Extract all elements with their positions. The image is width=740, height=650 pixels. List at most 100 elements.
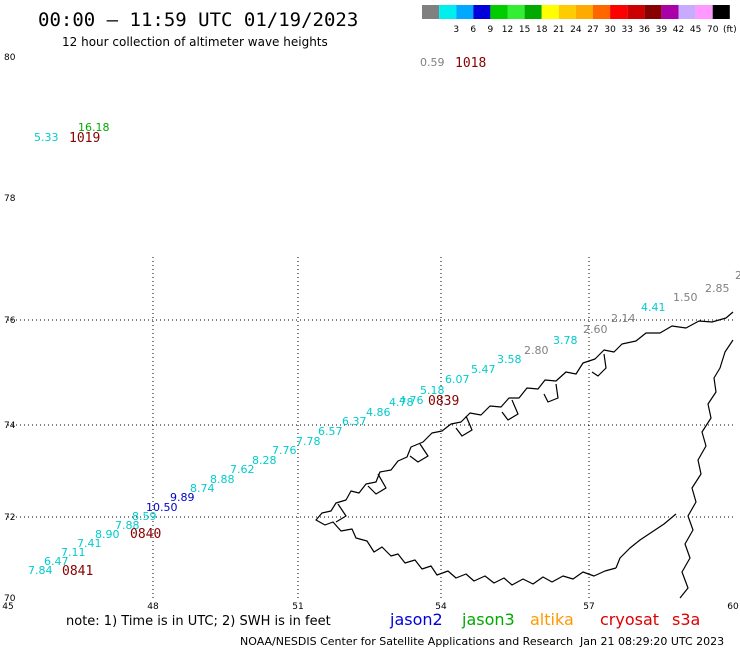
footer-timestamp: Jan 21 08:29:20 UTC 2023	[579, 635, 724, 648]
legend-swatch	[575, 5, 593, 19]
wave-height-value: 6.47	[44, 555, 69, 568]
legend-swatch	[473, 5, 491, 19]
longitude-tick-label: 48	[147, 602, 159, 612]
legend-tick-label: 39	[656, 25, 668, 35]
legend-swatch	[558, 5, 576, 19]
wave-height-value: 2.14	[611, 312, 636, 325]
wave-height-value: 7.88	[115, 519, 140, 532]
legend-tick-label: 70	[707, 25, 719, 35]
pass-time-label: 1018	[455, 56, 486, 71]
mission-label: jason3	[461, 610, 515, 629]
wave-height-value: 5.33	[34, 131, 59, 144]
wave-height-value: 8.28	[252, 454, 277, 467]
wave-height-value: 2.85	[705, 282, 730, 295]
legend-swatch	[678, 5, 696, 19]
wave-height-value: 9.89	[170, 491, 195, 504]
longitude-labels: 45 48 51 54 57 60	[2, 602, 739, 612]
coastline-east	[679, 339, 734, 599]
wave-height-value: 6.07	[445, 373, 470, 386]
coastline	[315, 311, 734, 599]
coastline-north-island	[315, 311, 734, 586]
wave-height-value: 7.78	[296, 435, 321, 448]
legend-swatch	[661, 5, 679, 19]
wave-height-value: 5.18	[420, 384, 445, 397]
legend-tick-label: 21	[553, 25, 564, 35]
pass-time-label: 0839	[428, 394, 459, 409]
map-title: 00:00 – 11:59 UTC 01/19/2023	[38, 9, 358, 31]
latitude-tick-label: 80	[4, 53, 16, 63]
legend-tick-label: (ft)	[723, 25, 737, 35]
wave-height-value: 5.47	[471, 363, 496, 376]
legend-tick-label: 27	[587, 25, 598, 35]
legend-tick-label: 3	[453, 25, 459, 35]
longitude-tick-label: 60	[727, 602, 739, 612]
wave-height-value: 2.80	[524, 344, 549, 357]
wave-height-value: 16.18	[78, 121, 110, 134]
legend-swatch	[422, 5, 440, 19]
pass-time-label: 0840	[130, 527, 161, 542]
wave-height-value: 8.59	[132, 510, 157, 523]
lat-lon-grid	[8, 257, 733, 598]
pass-time-label: 0841	[62, 564, 93, 579]
longitude-tick-label: 51	[292, 602, 303, 612]
legend-tick-label: 18	[536, 25, 548, 35]
mission-label: altika	[530, 610, 574, 629]
legend-tick-label: 45	[690, 25, 701, 35]
coastline-inner-fjords	[335, 353, 607, 523]
legend-tick-label: 6	[470, 25, 476, 35]
wave-height-value: 7.11	[61, 546, 86, 559]
legend-tick-label: 30	[604, 25, 616, 35]
wave-height-value: 4.78	[389, 396, 414, 409]
wave-height-value: 4.41	[641, 301, 666, 314]
mission-label: s3a	[672, 610, 700, 629]
map-subtitle: 12 hour collection of altimeter wave hei…	[62, 35, 328, 49]
latitude-tick-label: 74	[4, 421, 16, 431]
longitude-tick-label: 45	[2, 602, 13, 612]
footer-credit: NOAA/NESDIS Center for Satellite Applica…	[240, 635, 573, 648]
wave-height-value: 6.37	[342, 415, 367, 428]
legend-swatch	[644, 5, 662, 19]
wave-height-value: 7.76	[272, 444, 297, 457]
latitude-tick-label: 72	[4, 513, 15, 523]
legend-swatch	[712, 5, 730, 19]
legend-swatch	[593, 5, 611, 19]
wave-height-value: 7.62	[230, 463, 255, 476]
legend-tick-label: 15	[519, 25, 530, 35]
legend-swatch	[456, 5, 474, 19]
wave-height-value: 7.84	[28, 564, 53, 577]
wave-height-value: 0.59	[420, 56, 445, 69]
legend-swatch	[439, 5, 457, 19]
mission-legend: jason2 jason3 altika cryosat s3a	[389, 610, 700, 629]
mission-label: cryosat	[600, 610, 659, 629]
wave-height-value: 7.41	[77, 537, 102, 550]
wave-height-value: 3.78	[553, 334, 578, 347]
legend-swatch	[524, 5, 542, 19]
legend-tick-label: 33	[621, 25, 632, 35]
legend-tick-label: 9	[488, 25, 494, 35]
wave-height-value: 8.90	[95, 528, 120, 541]
legend-swatch	[627, 5, 645, 19]
pass-time-labels: 1019 1018 0839 0840 0841	[62, 56, 486, 579]
wave-height-labels: 5.33 16.18 0.59 2.85 1.50 4.41 2.142.60 3.78 2.8…	[28, 56, 730, 577]
wave-height-value: 10.50	[146, 501, 178, 514]
latitude-labels: 80 78 76 74 72 70	[4, 53, 16, 604]
legend-swatch	[695, 5, 713, 19]
wave-height-value: 3.58	[497, 353, 522, 366]
legend-tick-label: 42	[673, 25, 684, 35]
latitude-tick-label: 70	[4, 594, 16, 604]
coastline-strait	[615, 513, 677, 569]
wave-height-value: 4.86	[366, 406, 391, 419]
wave-height-value: 1.50	[673, 291, 698, 304]
legend-swatch	[507, 5, 525, 19]
wave-height-value: 2.60	[583, 323, 608, 336]
stray-wave-label: 2	[735, 269, 740, 282]
legend-tick-label: 12	[502, 25, 513, 35]
longitude-tick-label: 57	[583, 602, 594, 612]
wave-height-value: 6.57	[318, 425, 343, 438]
legend-swatch	[541, 5, 559, 19]
legend-tick-label: 24	[570, 25, 582, 35]
pass-time-label: 1019	[69, 131, 100, 146]
legend-swatch	[490, 5, 508, 19]
wave-height-value: 4.76	[399, 394, 424, 407]
